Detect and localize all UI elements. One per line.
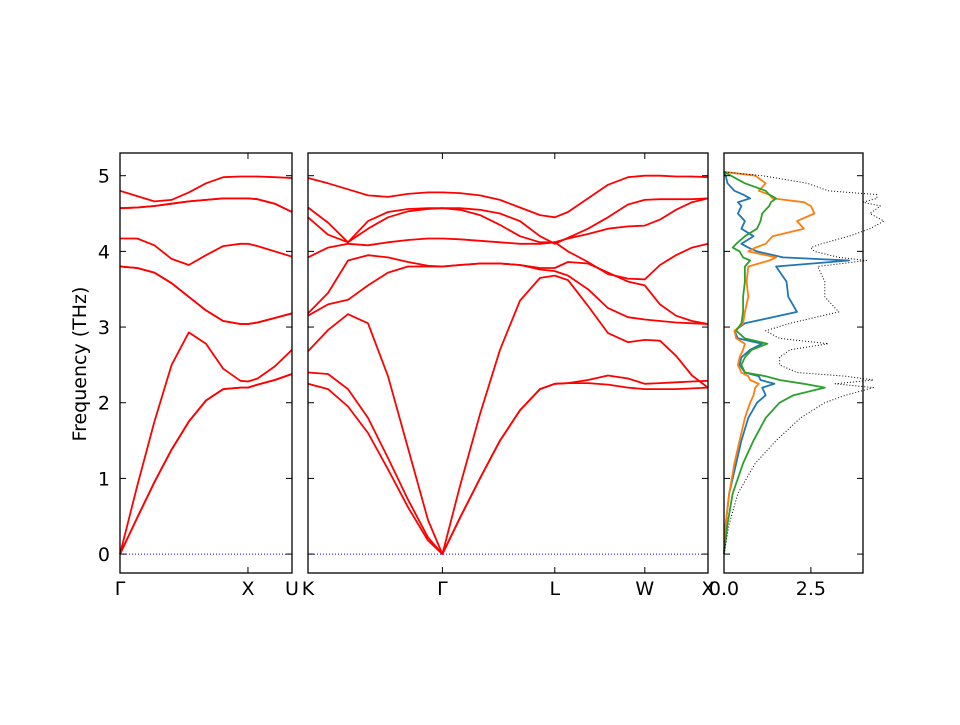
phonon-band-2-9 — [307, 174, 709, 219]
phonon-band-1-9 — [119, 175, 293, 203]
phonon-band-2-8 — [307, 197, 709, 245]
phonon-band-1-2 — [119, 373, 293, 555]
phonon-band-2-6 — [307, 237, 709, 281]
phonon-band-2-7 — [307, 197, 709, 244]
y-tick-label: 4 — [98, 241, 110, 263]
phonon-band-1-6 — [120, 237, 293, 266]
x-tick-label: U — [285, 578, 299, 600]
phonon-band-1-5 — [119, 265, 293, 325]
x-tick-label: X — [701, 578, 714, 600]
dos-x-tick-label: 0.0 — [709, 578, 739, 600]
y-tick-label: 0 — [98, 544, 110, 566]
band-panel-frame — [119, 152, 293, 574]
x-tick-label: W — [635, 578, 654, 600]
dos-partial-line-2 — [723, 171, 816, 555]
x-tick-label: K — [302, 578, 315, 600]
x-tick-label: Γ — [115, 578, 126, 600]
dos-partial-line-1 — [723, 171, 850, 555]
y-tick-label: 3 — [98, 317, 110, 339]
phonon-band-1-3 — [119, 331, 293, 555]
dos-total-line — [723, 171, 885, 555]
dos-panel-frame — [723, 152, 864, 574]
y-tick-label: 2 — [98, 393, 110, 415]
phonon-band-1-8 — [119, 197, 293, 213]
x-tick-label: X — [241, 578, 254, 600]
band-panel-frame — [307, 152, 709, 574]
phonon-band-2-3 — [307, 274, 709, 555]
phonon-band-2-2 — [307, 371, 709, 555]
x-tick-label: Γ — [437, 578, 448, 600]
y-axis-label: Frequency (THz) — [69, 287, 91, 442]
dos-partial-line-3 — [723, 171, 826, 555]
phonon-band-2-5 — [307, 254, 709, 325]
dos-x-tick-label: 2.5 — [796, 578, 826, 600]
y-tick-label: 5 — [98, 166, 110, 188]
x-tick-label: L — [550, 578, 561, 600]
y-tick-label: 1 — [98, 468, 110, 490]
